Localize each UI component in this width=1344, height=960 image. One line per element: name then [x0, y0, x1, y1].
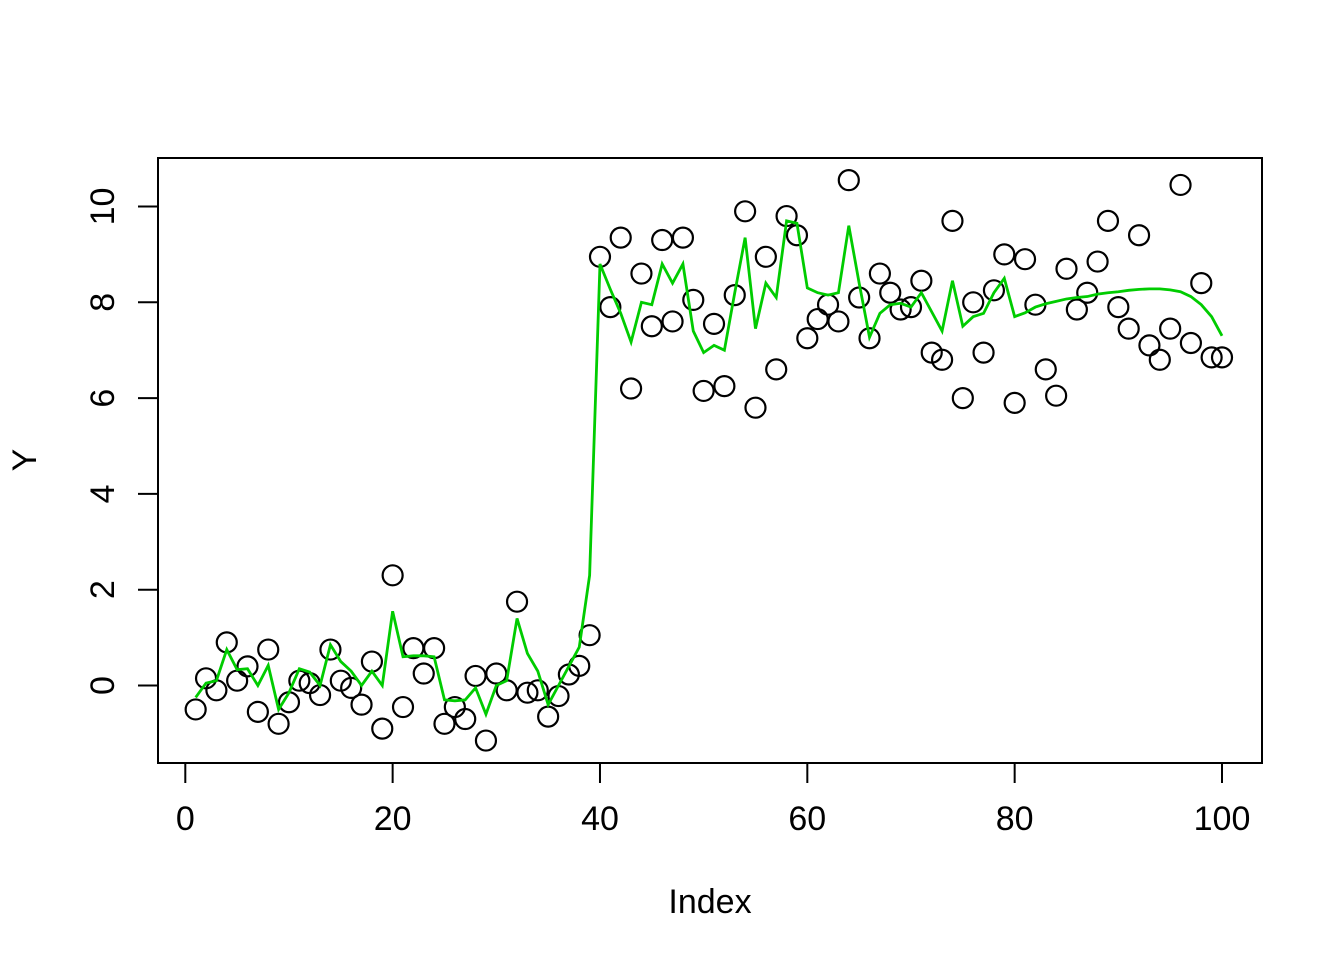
data-point: [474, 729, 498, 752]
data-point: [1159, 317, 1182, 340]
data-point: [1169, 173, 1192, 197]
data-point: [713, 375, 736, 398]
x-tick-label: 40: [581, 800, 619, 838]
fit-line: [194, 219, 1224, 719]
data-point: [246, 700, 269, 723]
x-tick-label: 0: [176, 800, 195, 838]
x-tick-label: 20: [374, 800, 412, 838]
data-point: [1210, 346, 1234, 369]
y-tick-label: 2: [84, 580, 122, 599]
data-point: [837, 169, 860, 192]
data-point: [1190, 272, 1213, 295]
data-point: [640, 315, 663, 338]
data-point: [630, 262, 653, 285]
data-point: [941, 209, 964, 232]
data-point: [391, 695, 415, 719]
x-tick-label: 60: [788, 800, 826, 838]
data-point: [381, 564, 404, 587]
data-point: [1034, 358, 1057, 381]
data-point: [889, 298, 912, 321]
data-point: [754, 245, 777, 268]
data-point: [868, 262, 891, 285]
data-point: [433, 712, 456, 735]
y-tick-label: 0: [84, 676, 122, 695]
data-point: [827, 310, 850, 333]
data-point: [661, 310, 684, 333]
data-point: [599, 295, 622, 319]
data-point: [1096, 209, 1120, 232]
data-point: [723, 284, 746, 307]
data-point: [236, 655, 259, 678]
data-point: [692, 379, 715, 403]
data-point: [350, 693, 373, 716]
data-point: [993, 243, 1016, 266]
data-point: [1076, 281, 1099, 304]
data-point: [962, 291, 985, 314]
data-point: [1013, 248, 1037, 271]
x-tick-label: 100: [1194, 800, 1251, 838]
data-point: [796, 327, 819, 350]
data-point: [951, 387, 974, 410]
x-tick-label: 80: [996, 800, 1034, 838]
data-point: [1086, 250, 1109, 273]
data-point: [1138, 334, 1161, 357]
data-point: [982, 279, 1006, 302]
data-point: [485, 662, 508, 685]
data-point: [609, 226, 632, 249]
data-point: [734, 200, 757, 223]
data-point: [319, 638, 342, 661]
data-point: [1200, 346, 1223, 369]
data-point: [1127, 224, 1151, 247]
data-point: [1179, 331, 1202, 355]
data-point: [516, 681, 539, 704]
data-point: [184, 698, 207, 721]
data-point: [1003, 391, 1026, 414]
data-point: [682, 288, 705, 312]
y-tick-label: 8: [84, 293, 122, 312]
data-point: [765, 358, 788, 381]
data-point: [1045, 384, 1068, 407]
data-point: [899, 295, 923, 319]
y-tick-label: 6: [84, 389, 122, 408]
data-point: [505, 590, 529, 613]
data-point: [702, 312, 726, 335]
data-point: [526, 679, 549, 702]
data-point: [1055, 257, 1078, 280]
plot-box: [157, 157, 1263, 764]
x-axis-label: Index: [668, 883, 751, 921]
data-point: [454, 707, 477, 731]
data-point: [972, 341, 995, 364]
data-point: [879, 281, 902, 304]
y-axis-label: Y: [6, 449, 44, 472]
data-point: [930, 348, 954, 371]
data-point: [267, 712, 290, 735]
data-point: [371, 717, 394, 740]
data-point: [340, 676, 363, 699]
y-tick-label: 10: [84, 188, 122, 226]
data-point: [671, 226, 695, 249]
data-point: [744, 396, 767, 419]
data-point: [858, 327, 881, 350]
data-point: [1065, 298, 1088, 321]
data-point: [619, 377, 643, 400]
data-point: [1117, 317, 1140, 340]
data-point: [1107, 295, 1130, 319]
data-point: [412, 662, 435, 685]
y-tick-label: 4: [84, 484, 122, 503]
data-point: [1148, 348, 1171, 371]
data-point: [257, 638, 280, 661]
